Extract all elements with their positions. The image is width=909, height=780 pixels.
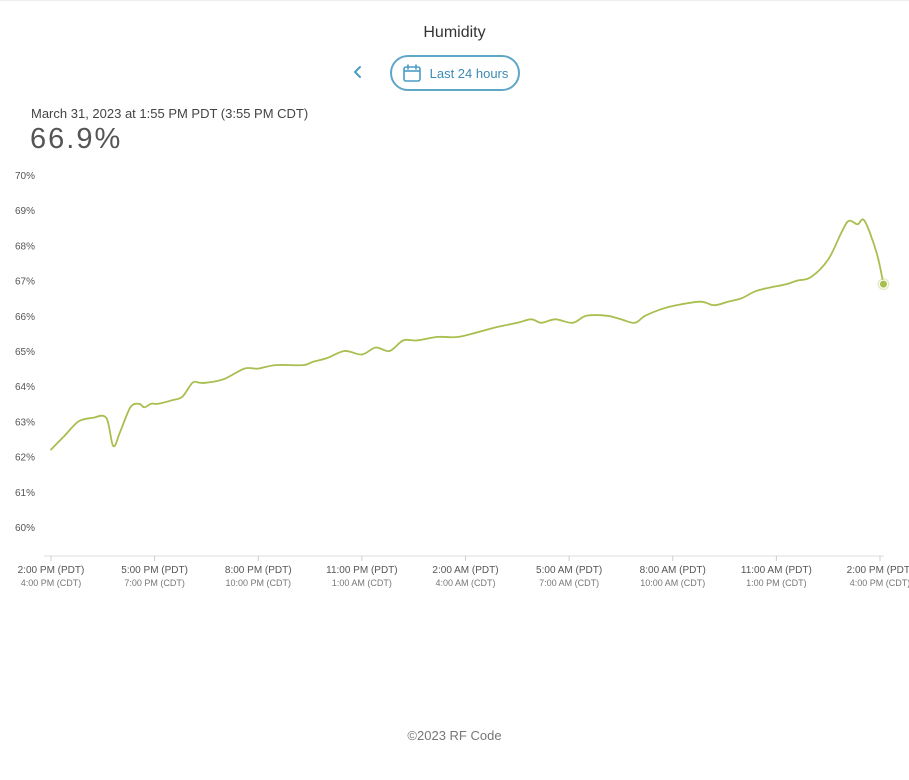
calendar-icon [402,63,422,83]
y-tick-label: 68% [15,241,35,252]
x-tick-label: 5:00 AM (PDT) [536,565,602,576]
y-tick-label: 64% [15,382,35,393]
top-divider [0,0,909,1]
chart-series [50,218,890,451]
x-tick-label: 2:00 AM (PDT) [432,565,498,576]
x-tick-sublabel: 10:00 PM (CDT) [225,578,291,588]
x-tick-label: 8:00 PM (PDT) [225,565,292,576]
x-tick-sublabel: 1:00 PM (CDT) [746,578,807,588]
x-tick-label: 11:00 PM (PDT) [326,565,398,576]
x-tick-sublabel: 7:00 AM (CDT) [539,578,599,588]
back-button[interactable] [348,62,368,82]
y-tick-label: 66% [15,312,35,323]
x-tick-label: 2:00 PM (PDT) [18,565,85,576]
y-tick-label: 62% [15,453,35,464]
x-tick-label: 2:00 PM (PDT) [847,565,909,576]
footer-copyright: ©2023 RF Code [407,728,502,743]
x-tick-label: 5:00 PM (PDT) [121,565,188,576]
x-tick-sublabel: 10:00 AM (CDT) [640,578,705,588]
y-tick-label: 63% [15,417,35,428]
y-tick-label: 60% [15,523,35,534]
reading-timestamp: March 31, 2023 at 1:55 PM PDT (3:55 PM C… [31,106,309,121]
humidity-chart-svg: 60% 61% 62% 63% 64% 65% 66% 67% 68% 69% 70% 2:00 P… [15,171,909,588]
humidity-line [50,218,885,451]
x-tick-label: 11:00 AM (PDT) [741,565,812,576]
y-tick-label: 69% [15,206,35,217]
x-tick-sublabel: 7:00 PM (CDT) [124,578,185,588]
reading-value: 66.9% [30,123,123,155]
x-tick-sublabel: 4:00 AM (CDT) [435,578,495,588]
x-tick-sublabel: 4:00 PM (CDT) [21,578,82,588]
current-point-marker[interactable] [878,279,888,289]
y-axis: 60% 61% 62% 63% 64% 65% 66% 67% 68% 69% 70% [15,171,35,534]
y-tick-label: 61% [15,488,35,499]
x-tick-label: 8:00 AM (PDT) [640,565,706,576]
x-axis: 2:00 PM (PDT) 4:00 PM (CDT) 5:00 PM (PDT) 7… [18,555,909,588]
y-tick-label: 65% [15,347,35,358]
y-tick-label: 70% [15,171,35,182]
time-range-label: Last 24 hours [429,65,509,81]
chevron-left-icon [354,66,361,78]
y-tick-label: 67% [15,277,35,288]
x-tick-sublabel: 1:00 AM (CDT) [332,578,392,588]
humidity-chart: 60% 61% 62% 63% 64% 65% 66% 67% 68% 69% 70% 2:00 P… [0,160,909,600]
time-range-button[interactable]: Last 24 hours [390,55,520,91]
x-tick-sublabel: 4:00 PM (CDT) [850,578,909,588]
page-title: Humidity [423,24,486,41]
